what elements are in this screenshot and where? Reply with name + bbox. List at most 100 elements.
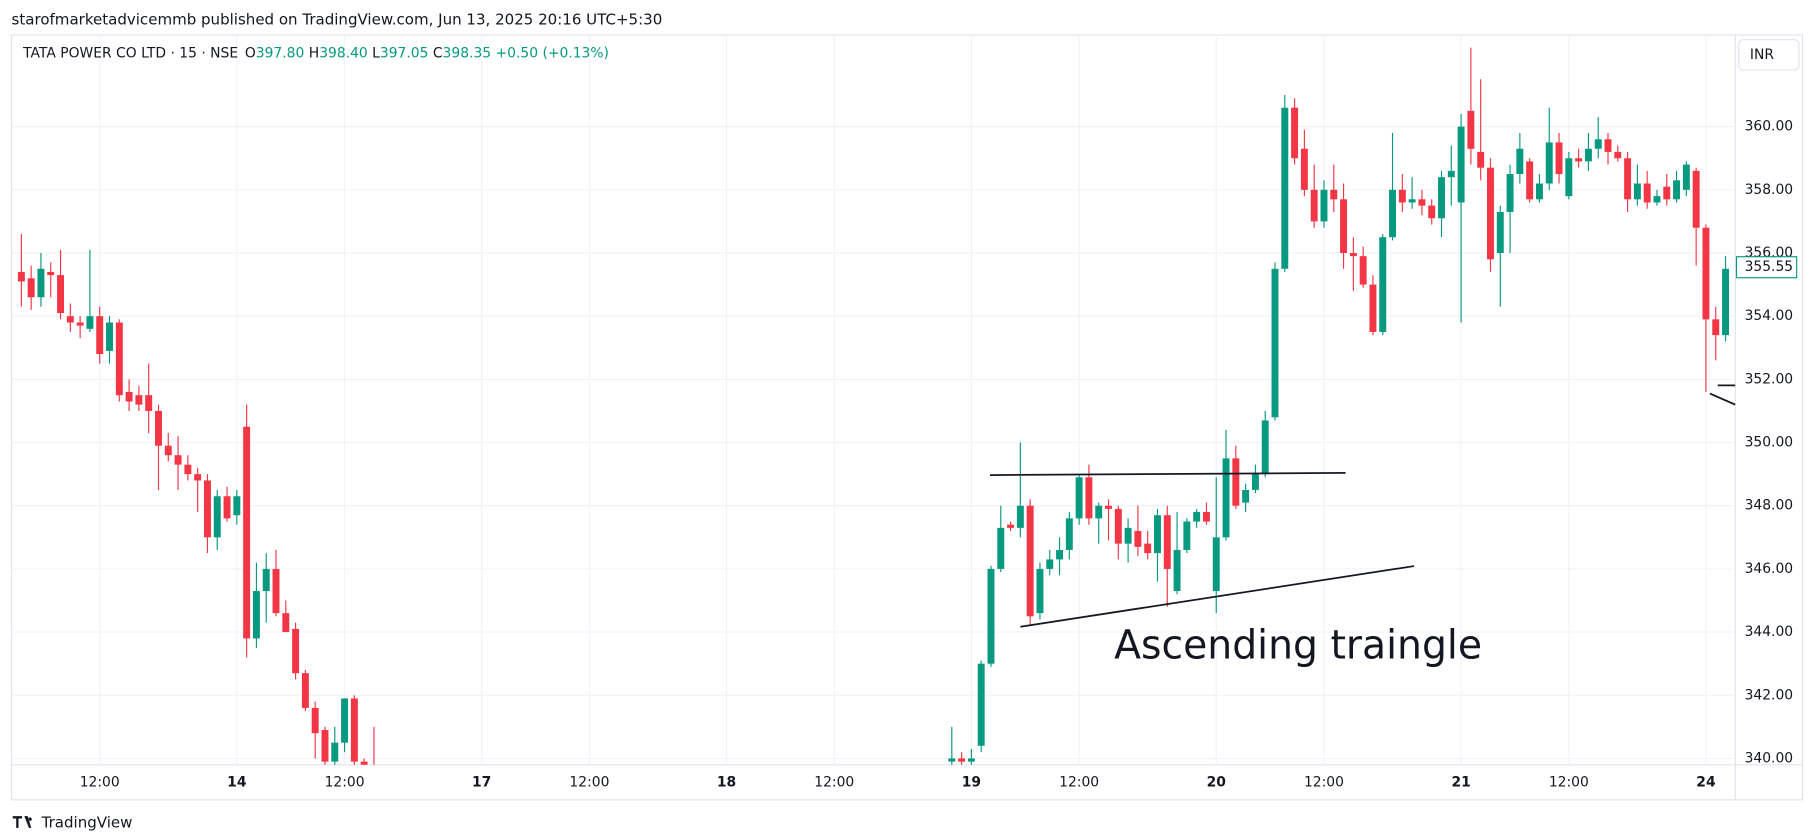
candle-body: [1212, 537, 1220, 592]
candle-body: [1535, 183, 1543, 200]
candle-body: [1398, 189, 1406, 203]
candle-body: [321, 730, 329, 762]
candle-body: [1692, 170, 1700, 228]
candle-body: [997, 527, 1005, 569]
currency[interactable]: INR: [1750, 47, 1774, 63]
candle-body: [96, 316, 104, 355]
candle-body: [1506, 174, 1514, 212]
candle-body: [76, 322, 84, 326]
candle-body: [1291, 107, 1299, 159]
x-tick-label: 12:00: [1549, 774, 1589, 790]
candle-body: [1271, 268, 1279, 418]
candle-body: [1095, 505, 1103, 519]
candle-body: [331, 742, 339, 762]
candle-body: [1193, 512, 1201, 522]
last-price-badge: [1735, 256, 1798, 279]
candle-body: [1633, 183, 1641, 200]
y-tick-label: 348.00: [1745, 498, 1794, 514]
y-tick-label: 358.00: [1745, 182, 1794, 198]
candle-body: [948, 758, 956, 762]
candle-body: [223, 496, 231, 519]
candle-body: [1359, 256, 1367, 285]
candle-body: [1026, 505, 1034, 617]
legend-change: +0.50 (+0.13%): [496, 46, 609, 62]
candle-body: [1428, 205, 1436, 219]
candle-body: [1242, 489, 1250, 503]
candle-body: [311, 707, 319, 734]
candle-body: [1046, 559, 1054, 569]
y-tick-label: 350.00: [1745, 435, 1794, 451]
candle-body: [1653, 196, 1661, 203]
candle-body: [1565, 158, 1573, 197]
candle-body: [1389, 189, 1397, 238]
candle-body: [1281, 107, 1289, 269]
legend-symbol: TATA POWER CO LTD · 15 · NSE: [22, 46, 238, 62]
candle-body: [262, 568, 270, 592]
y-tick-label: 342.00: [1745, 687, 1794, 703]
candle-body: [1183, 521, 1191, 550]
candle-body: [360, 761, 368, 765]
candle-body: [1418, 199, 1426, 206]
candle-body: [1496, 211, 1504, 254]
candle-body: [233, 496, 241, 516]
candle-body: [1575, 158, 1583, 162]
y-tick-label: 352.00: [1745, 371, 1794, 387]
candle-body: [1154, 515, 1161, 554]
candle-body: [977, 663, 985, 746]
candle-body: [1467, 110, 1475, 149]
candle-body: [282, 613, 290, 633]
candle-body: [1144, 543, 1152, 554]
candle-body: [350, 698, 358, 762]
candle-body: [370, 765, 377, 774]
candle-body: [1526, 161, 1534, 200]
candle-body: [213, 496, 221, 538]
y-tick-label: 354.00: [1745, 308, 1794, 324]
candle-body: [1682, 164, 1690, 190]
candle-body: [958, 758, 966, 762]
grid: [11, 35, 1736, 765]
candle-body: [1065, 518, 1073, 550]
candle-body: [1584, 148, 1592, 162]
chart-frame: [10, 34, 1804, 801]
candle-body: [86, 316, 94, 329]
legend-l: L: [372, 46, 380, 62]
x-tick-label: 12:00: [1304, 774, 1344, 790]
candle-body: [27, 278, 35, 298]
candle-body: [1036, 568, 1044, 614]
x-tick-label: 18: [717, 774, 736, 790]
candle-body: [1712, 319, 1720, 336]
candle-body: [174, 455, 182, 465]
candle-body: [1007, 524, 1015, 528]
candle-body: [1261, 420, 1269, 475]
x-tick-label: 19: [962, 774, 981, 790]
candle-body: [341, 698, 349, 743]
candle-body: [1614, 151, 1622, 159]
candle-body: [203, 480, 211, 538]
trend-line: [1020, 565, 1415, 628]
legend-c: C: [433, 46, 443, 62]
candle-body: [47, 271, 55, 276]
candle-body: [1487, 167, 1494, 260]
candle-body: [1673, 180, 1681, 200]
candle-body: [1124, 527, 1132, 544]
legend-close: 398.35: [443, 46, 492, 62]
candle-body: [1555, 142, 1563, 175]
trend-line: [1709, 392, 1736, 406]
candle-body: [155, 410, 162, 446]
candle-body: [184, 464, 192, 475]
candle-body: [1075, 477, 1083, 519]
legend-low: 397.05: [380, 46, 429, 62]
y-tick-label: 340.00: [1745, 750, 1794, 766]
candle-body: [66, 316, 74, 323]
candle-body: [1114, 508, 1122, 544]
candle-body: [1624, 158, 1632, 200]
currency-button[interactable]: [1738, 39, 1800, 71]
y-tick-label: 344.00: [1745, 624, 1794, 640]
candle-body: [1349, 253, 1357, 257]
candle-body: [1105, 505, 1112, 509]
candle-body: [194, 474, 202, 481]
candle-body: [1447, 170, 1455, 178]
candles: [17, 47, 1730, 774]
x-tick-label: 12:00: [325, 774, 365, 790]
